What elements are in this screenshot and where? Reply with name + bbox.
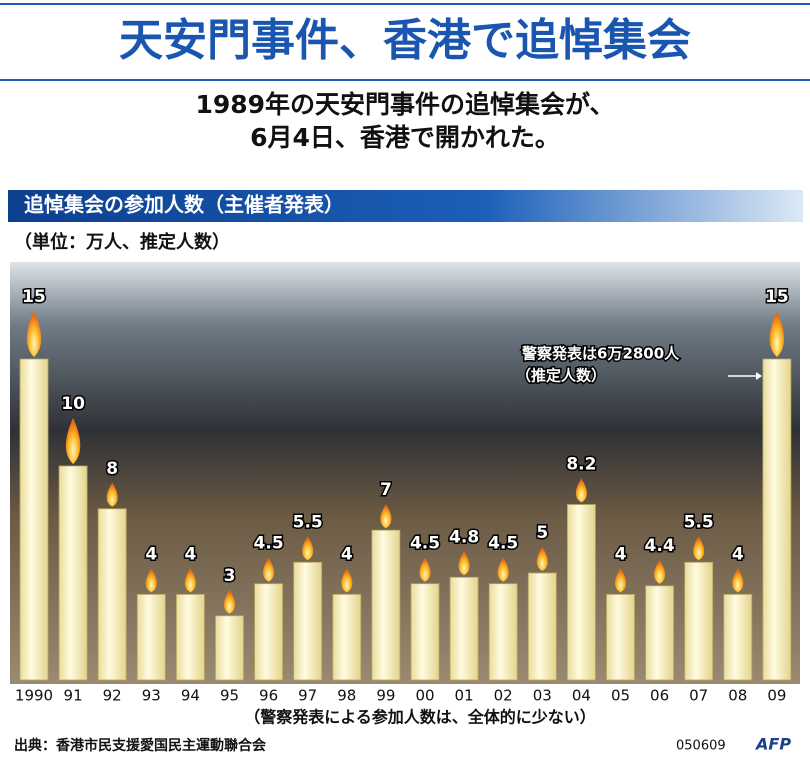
candle bbox=[762, 358, 792, 681]
x-tick-label: 1990 bbox=[15, 687, 53, 705]
subtitle: 1989年の天安門事件の追悼集会が、 bbox=[195, 90, 614, 119]
flame bbox=[65, 418, 81, 464]
flame bbox=[536, 547, 548, 571]
value-label: 3 bbox=[224, 566, 236, 586]
annotation: （推定人数） bbox=[516, 367, 606, 385]
value-label: 4.4 bbox=[645, 536, 675, 556]
candle bbox=[410, 583, 440, 681]
candle bbox=[606, 594, 635, 681]
candle bbox=[488, 583, 518, 681]
x-tick-label: 91 bbox=[64, 687, 83, 705]
subtitle: 6月4日、香港で開かれた。 bbox=[250, 123, 560, 152]
value-label: 4.5 bbox=[254, 534, 284, 554]
candle bbox=[175, 594, 205, 681]
flame bbox=[458, 551, 470, 576]
x-tick-label: 05 bbox=[611, 687, 630, 705]
flame bbox=[302, 536, 314, 561]
flame bbox=[693, 536, 705, 561]
flame bbox=[575, 478, 587, 503]
flame bbox=[732, 568, 744, 593]
x-tick-label: 03 bbox=[533, 687, 552, 705]
flame bbox=[26, 311, 42, 357]
candle bbox=[567, 504, 596, 681]
candle bbox=[684, 561, 714, 681]
flame bbox=[654, 559, 666, 584]
value-label: 4 bbox=[145, 544, 157, 564]
candle bbox=[215, 615, 244, 681]
candle bbox=[293, 561, 323, 681]
flame bbox=[263, 557, 275, 582]
value-label: 7 bbox=[380, 480, 392, 500]
flame bbox=[106, 482, 118, 507]
flame bbox=[614, 568, 627, 593]
value-label: 15 bbox=[22, 287, 46, 307]
x-tick-label: 07 bbox=[689, 687, 708, 705]
x-tick-label: 97 bbox=[298, 687, 317, 705]
candle bbox=[449, 576, 479, 681]
value-label: 5 bbox=[536, 523, 548, 543]
flame bbox=[184, 568, 196, 593]
note: （警察発表による参加人数は、全体的に少ない） bbox=[244, 708, 596, 727]
logo: AFP bbox=[754, 735, 791, 754]
flame bbox=[380, 504, 392, 529]
value-label: 4 bbox=[732, 544, 744, 564]
flame bbox=[497, 557, 509, 582]
value-label: 4.5 bbox=[410, 534, 440, 554]
value-label: 4.8 bbox=[449, 527, 479, 547]
x-tick-label: 92 bbox=[103, 687, 122, 705]
x-tick-label: 01 bbox=[455, 687, 474, 705]
value-label: 4 bbox=[184, 544, 196, 564]
value-label: 5.5 bbox=[293, 512, 323, 532]
annotation: 警察発表は6万2800人 bbox=[521, 345, 680, 363]
x-tick-label: 09 bbox=[767, 687, 786, 705]
code: 050609 bbox=[676, 739, 726, 754]
candle bbox=[645, 585, 674, 681]
candle bbox=[254, 583, 284, 681]
value-label: 10 bbox=[61, 394, 85, 414]
value-label: 4 bbox=[341, 544, 353, 564]
flame bbox=[145, 568, 157, 593]
value-label: 8.2 bbox=[566, 455, 596, 475]
flame bbox=[419, 557, 431, 582]
candle bbox=[332, 594, 362, 681]
flame bbox=[769, 311, 785, 357]
plot: 15 1990 10 91 8 92 4 93 4 94 3 95 4.5 96 5.5 97 4 98 7 99 4.… bbox=[15, 286, 792, 705]
value-label: 4.5 bbox=[488, 534, 518, 554]
x-tick-label: 04 bbox=[572, 687, 591, 705]
flame bbox=[341, 568, 353, 593]
x-tick-label: 06 bbox=[650, 687, 669, 705]
candle bbox=[19, 358, 49, 681]
value-label: 8 bbox=[106, 459, 118, 479]
x-tick-label: 95 bbox=[220, 687, 239, 705]
value-label: 4 bbox=[615, 544, 627, 564]
x-tick-label: 02 bbox=[494, 687, 513, 705]
value-label: 15 bbox=[765, 287, 789, 307]
photo-background bbox=[10, 262, 800, 684]
arrow-head bbox=[756, 372, 762, 380]
candle bbox=[723, 594, 753, 681]
x-tick-label: 96 bbox=[259, 687, 278, 705]
candle bbox=[58, 465, 88, 681]
section-header bbox=[8, 190, 803, 222]
title: 天安門事件、香港で追悼集会 bbox=[119, 15, 691, 66]
x-tick-label: 98 bbox=[337, 687, 356, 705]
x-tick-label: 00 bbox=[415, 687, 434, 705]
candle bbox=[136, 594, 166, 681]
unit: （単位：万人、推定人数） bbox=[14, 231, 230, 253]
x-tick-label: 93 bbox=[142, 687, 161, 705]
x-tick-label: 08 bbox=[728, 687, 747, 705]
chart-title: 追悼集会の参加人数（主催者発表） bbox=[24, 193, 344, 217]
x-tick-label: 99 bbox=[376, 687, 395, 705]
value-label: 5.5 bbox=[684, 512, 714, 532]
x-tick-label: 94 bbox=[181, 687, 200, 705]
candle bbox=[371, 529, 401, 681]
source: 出典：香港市民支援愛国民主運動聯合会 bbox=[14, 737, 267, 754]
candle bbox=[97, 508, 127, 681]
candle bbox=[527, 572, 557, 681]
flame bbox=[223, 589, 236, 614]
